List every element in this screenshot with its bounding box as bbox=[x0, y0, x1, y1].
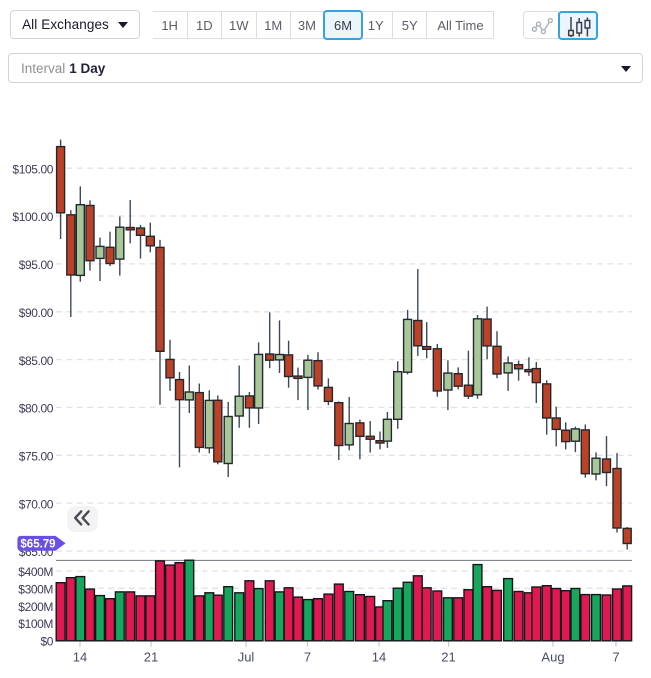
svg-text:$400M: $400M bbox=[18, 565, 53, 579]
svg-text:14: 14 bbox=[372, 650, 386, 665]
svg-text:14: 14 bbox=[73, 650, 87, 665]
svg-text:$0: $0 bbox=[40, 634, 53, 648]
svg-text:Jul: Jul bbox=[238, 650, 255, 665]
svg-text:$85.00: $85.00 bbox=[19, 354, 54, 368]
svg-text:$80.00: $80.00 bbox=[19, 402, 54, 416]
svg-text:$300M: $300M bbox=[18, 583, 53, 597]
svg-text:$65.79: $65.79 bbox=[20, 539, 55, 551]
svg-text:$75.00: $75.00 bbox=[19, 450, 54, 464]
svg-text:21: 21 bbox=[441, 650, 455, 665]
svg-text:Aug: Aug bbox=[541, 650, 564, 665]
svg-text:$70.00: $70.00 bbox=[19, 497, 54, 511]
svg-text:7: 7 bbox=[612, 650, 619, 665]
svg-text:$100.00: $100.00 bbox=[12, 210, 53, 224]
svg-text:21: 21 bbox=[144, 650, 158, 665]
svg-text:$100M: $100M bbox=[18, 617, 53, 631]
svg-text:$95.00: $95.00 bbox=[19, 258, 54, 272]
svg-text:$90.00: $90.00 bbox=[19, 306, 54, 320]
svg-text:7: 7 bbox=[304, 650, 311, 665]
svg-text:$105.00: $105.00 bbox=[12, 162, 53, 176]
svg-text:$200M: $200M bbox=[18, 600, 53, 614]
